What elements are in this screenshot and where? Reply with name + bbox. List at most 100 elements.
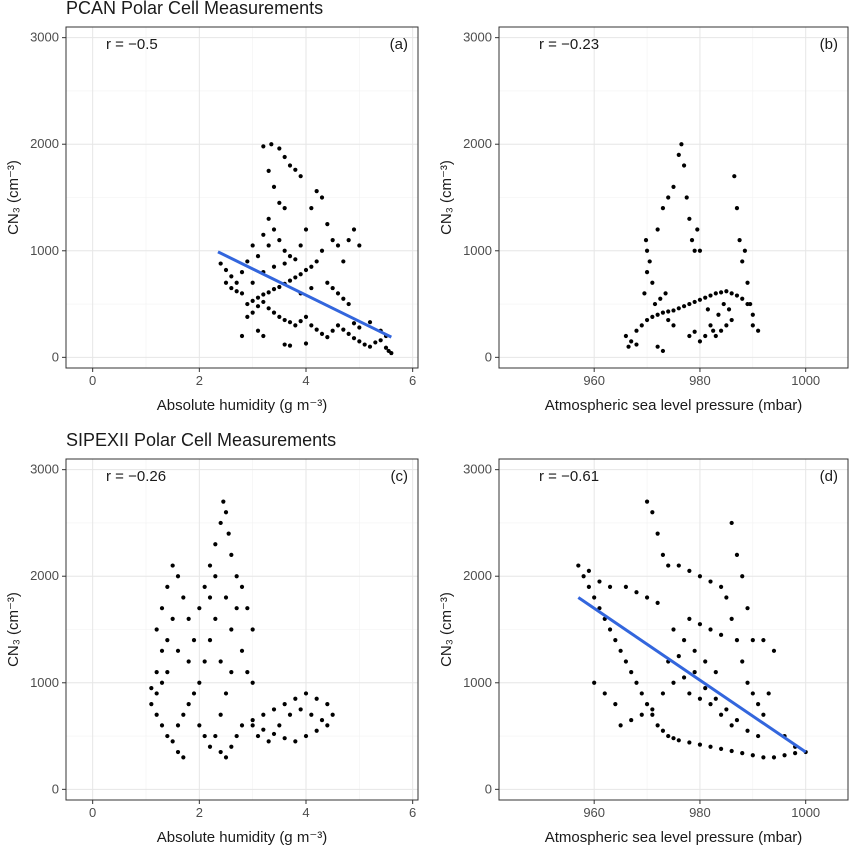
data-point xyxy=(729,520,734,526)
data-point xyxy=(261,292,266,297)
data-point xyxy=(732,174,737,179)
correlation-label: r = −0.26 xyxy=(106,468,166,485)
data-point xyxy=(650,510,655,515)
data-point xyxy=(293,257,298,262)
data-point xyxy=(271,264,277,269)
data-point xyxy=(634,342,639,347)
data-point xyxy=(734,717,740,723)
data-point xyxy=(250,627,255,632)
data-point xyxy=(309,285,314,291)
data-point xyxy=(229,744,234,749)
data-point xyxy=(623,333,629,339)
chart-panel-d: 960 980 1000 0 1000 2000 3000 r = −0.61 (d) Atmos… xyxy=(438,458,849,846)
data-point xyxy=(229,552,234,558)
x-tick-label: 980 xyxy=(689,373,711,388)
data-point xyxy=(676,152,681,157)
data-point xyxy=(229,670,234,675)
data-point xyxy=(676,738,681,743)
data-point xyxy=(271,184,277,189)
data-point xyxy=(303,733,309,739)
data-point xyxy=(159,680,165,685)
data-point xyxy=(724,289,729,294)
data-point xyxy=(676,654,681,659)
data-point xyxy=(282,317,287,323)
data-point xyxy=(660,552,666,558)
x-tick-label: 4 xyxy=(302,373,309,388)
data-point xyxy=(330,238,335,243)
data-point xyxy=(592,680,597,685)
data-point xyxy=(154,627,159,632)
data-point xyxy=(261,299,266,305)
data-point xyxy=(181,595,186,600)
data-point xyxy=(766,691,771,696)
data-point xyxy=(687,216,692,221)
data-point xyxy=(266,243,271,248)
data-point xyxy=(186,659,191,664)
data-point xyxy=(718,712,724,717)
data-point xyxy=(346,238,351,243)
data-point xyxy=(245,670,250,675)
data-point xyxy=(266,216,271,221)
data-point xyxy=(724,707,729,712)
data-point xyxy=(213,574,218,579)
data-point xyxy=(346,331,351,336)
data-point xyxy=(750,753,755,758)
data-point xyxy=(330,328,335,333)
data-point xyxy=(660,691,666,696)
x-tick-label: 6 xyxy=(409,373,416,388)
data-point xyxy=(734,638,740,643)
data-point xyxy=(202,733,207,739)
data-point xyxy=(330,712,335,717)
data-point xyxy=(234,574,239,579)
data-point xyxy=(671,184,676,189)
y-tick-label: 0 xyxy=(485,781,492,796)
data-point xyxy=(282,261,287,266)
x-tick-label: 980 xyxy=(689,805,711,820)
data-point xyxy=(357,243,362,248)
y-tick-label: 1000 xyxy=(30,243,59,258)
data-point xyxy=(718,328,724,333)
data-point xyxy=(282,701,287,707)
data-point xyxy=(293,167,298,172)
data-point xyxy=(213,616,218,621)
data-point xyxy=(277,200,282,205)
data-point xyxy=(655,344,660,349)
data-point xyxy=(607,584,613,589)
data-point xyxy=(271,227,277,232)
data-point xyxy=(239,269,245,275)
data-point xyxy=(681,163,687,168)
data-point xyxy=(666,563,671,568)
data-point xyxy=(660,206,666,211)
data-point xyxy=(671,736,676,741)
data-point xyxy=(277,238,282,243)
data-point xyxy=(218,261,223,266)
data-point xyxy=(207,563,213,568)
data-point xyxy=(213,542,218,547)
data-point xyxy=(703,686,708,691)
x-tick-label: 0 xyxy=(89,805,96,820)
data-point xyxy=(643,238,649,243)
data-point xyxy=(314,696,319,701)
data-point xyxy=(261,712,266,717)
data-point xyxy=(250,680,255,685)
data-point xyxy=(239,723,245,728)
data-point xyxy=(711,328,716,333)
data-point xyxy=(314,728,319,733)
data-point xyxy=(613,638,618,643)
data-point xyxy=(269,142,274,147)
data-point xyxy=(713,291,718,296)
data-point xyxy=(644,269,650,275)
data-point xyxy=(647,259,652,264)
data-point xyxy=(186,616,191,621)
data-point xyxy=(271,731,277,737)
data-point xyxy=(692,329,697,334)
data-point xyxy=(314,259,319,264)
data-point xyxy=(303,267,309,273)
data-point xyxy=(660,728,666,733)
y-tick-label: 0 xyxy=(485,349,492,364)
data-point xyxy=(655,600,660,605)
data-point xyxy=(729,748,734,754)
data-point xyxy=(362,342,367,347)
data-point xyxy=(697,622,703,627)
panel-tag: (d) xyxy=(820,468,838,485)
